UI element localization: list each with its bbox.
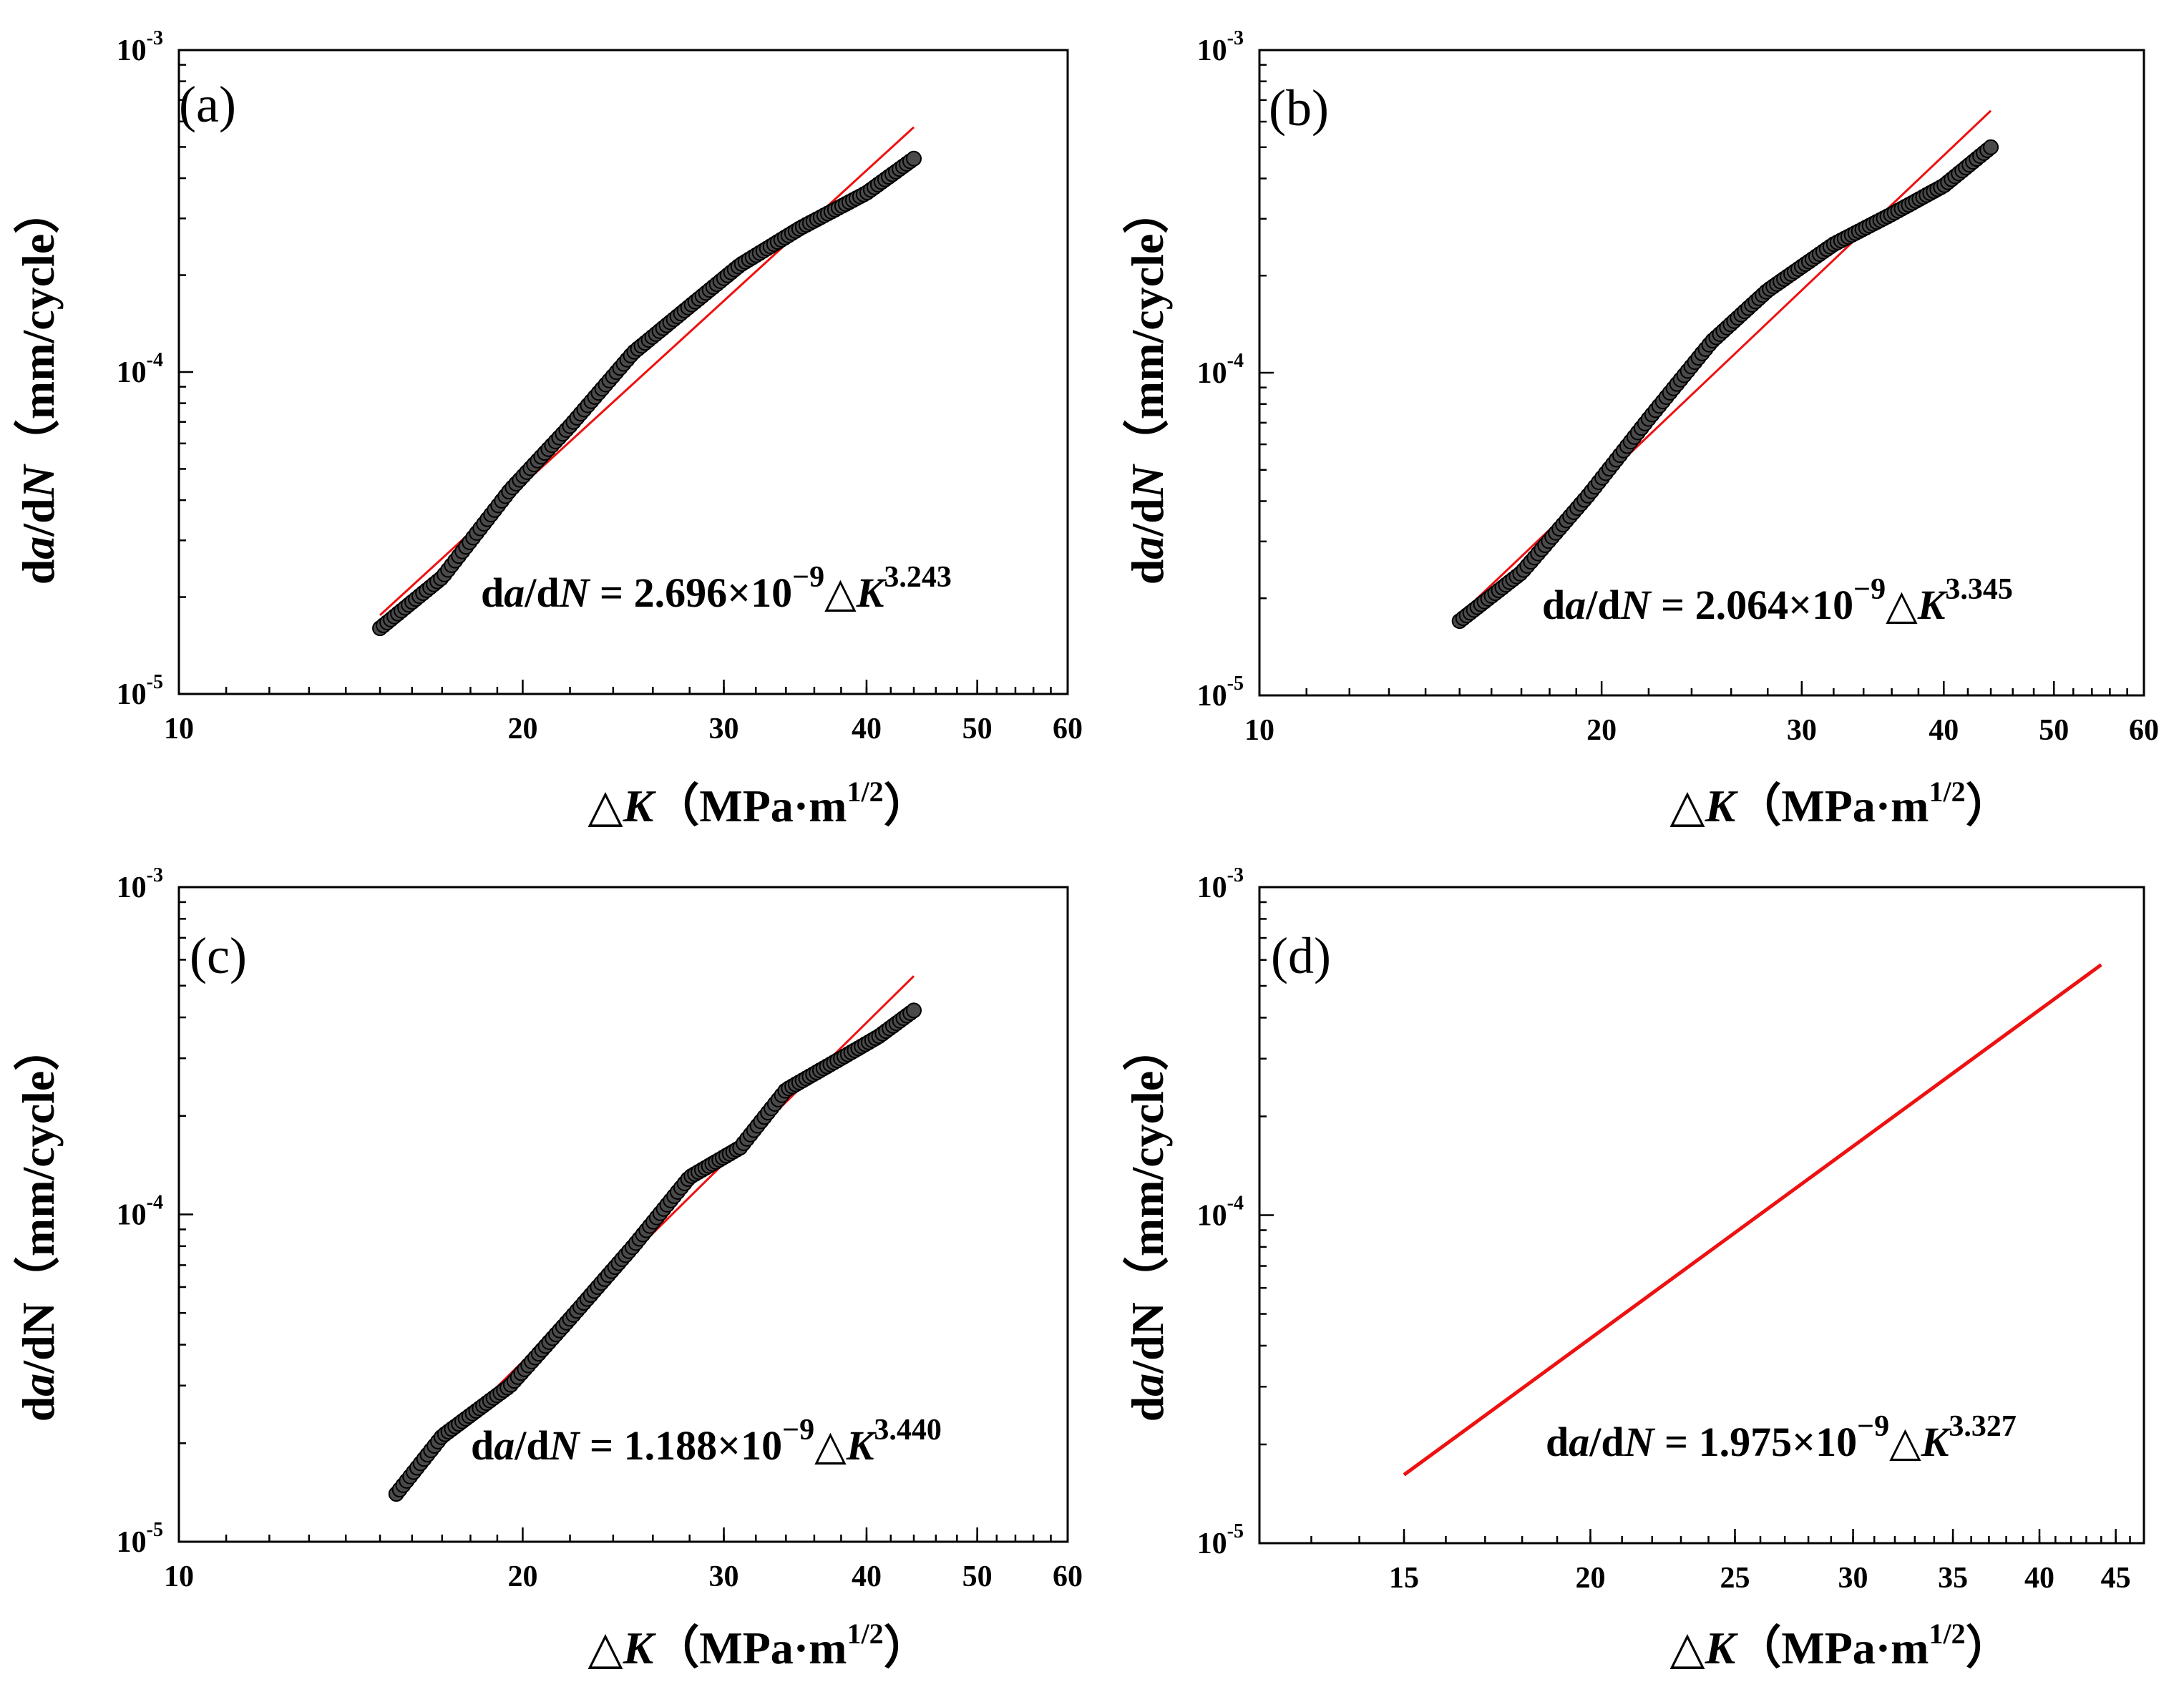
panel-label: (a) bbox=[179, 76, 236, 133]
x-tick-label: 30 bbox=[1787, 714, 1817, 747]
x-axis-title: △K（MPa·m1/2） bbox=[1669, 1618, 2011, 1673]
y-tick-label: 10-5 bbox=[117, 1519, 163, 1559]
fit-line bbox=[1458, 109, 1992, 616]
data-point bbox=[906, 1002, 922, 1019]
x-axis-title: △K（MPa·m1/2） bbox=[588, 776, 929, 831]
x-tick-label: 60 bbox=[2129, 714, 2159, 747]
x-tick-label: 50 bbox=[962, 713, 993, 745]
x-tick-label: 60 bbox=[1053, 1560, 1083, 1593]
y-tick-label: 10-5 bbox=[1197, 673, 1244, 713]
y-tick-label: 10-4 bbox=[117, 1192, 163, 1232]
x-axis-title: △K（MPa·m1/2） bbox=[1669, 776, 2011, 831]
y-tick-label: 10-4 bbox=[1197, 350, 1244, 390]
x-tick-label: 45 bbox=[2101, 1562, 2131, 1595]
y-tick-label: 10-3 bbox=[117, 864, 163, 904]
x-tick-label: 10 bbox=[164, 713, 194, 745]
panel-label: (d) bbox=[1271, 927, 1331, 984]
x-tick-label: 50 bbox=[2039, 714, 2069, 747]
x-tick-label: 40 bbox=[1929, 714, 1959, 747]
fit-line bbox=[1403, 963, 2102, 1477]
x-tick-label: 30 bbox=[709, 713, 739, 745]
fit-equation: da/dN = 2.696×10−9△K3.243 bbox=[481, 561, 952, 616]
x-tick-label: 20 bbox=[507, 713, 537, 745]
panel-label: (b) bbox=[1269, 79, 1329, 137]
x-tick-label: 30 bbox=[1838, 1562, 1868, 1595]
x-tick-label: 60 bbox=[1053, 713, 1083, 745]
y-axis-title: da/dN（mm/cycle） bbox=[1122, 1025, 1173, 1422]
chart-panel-c: 10-5 10-4 10-3 10 20 30 40 50 60 (c) da/dN = 1.188… bbox=[13, 864, 1083, 1673]
y-tick-label: 10-5 bbox=[117, 671, 163, 711]
x-tick-label: 50 bbox=[962, 1560, 993, 1593]
x-tick-label: 25 bbox=[1720, 1562, 1750, 1595]
panel-label: (c) bbox=[190, 927, 247, 984]
x-tick-label: 40 bbox=[2024, 1562, 2054, 1595]
chart-panel-a: 10-5 10-4 10-3 10 20 30 40 50 60 (a) da/dN = 2.696… bbox=[13, 27, 1083, 831]
chart-panel-d: 10-5 10-4 10-3 15 20 25 30 35 40 45 (d) da/dN = 1.9… bbox=[1122, 864, 2145, 1673]
y-tick-label: 10-4 bbox=[1197, 1193, 1244, 1233]
x-tick-label: 40 bbox=[852, 713, 882, 745]
data-point bbox=[906, 150, 922, 167]
y-tick-label: 10-3 bbox=[1197, 27, 1244, 67]
y-tick-label: 10-4 bbox=[117, 349, 163, 389]
x-axis-title: △K（MPa·m1/2） bbox=[588, 1618, 929, 1673]
fit-equation: da/dN = 1.975×10−9△K3.327 bbox=[1546, 1410, 2017, 1465]
y-tick-label: 10-5 bbox=[1197, 1520, 1244, 1560]
x-tick-label: 35 bbox=[1938, 1562, 1968, 1595]
fit-equation: da/dN = 2.064×10−9△K3.345 bbox=[1542, 573, 2013, 628]
x-tick-label: 10 bbox=[1244, 714, 1274, 747]
y-tick-label: 10-3 bbox=[1197, 864, 1244, 904]
x-tick-label: 20 bbox=[1586, 714, 1617, 747]
y-axis-title: da/dN（mm/cycle） bbox=[1122, 188, 1173, 585]
x-tick-label: 30 bbox=[709, 1560, 739, 1593]
chart-panel-b: 10-5 10-4 10-3 10 20 30 40 50 60 (b) da/dN = 2.064… bbox=[1122, 27, 2159, 831]
fit-equation: da/dN = 1.188×10−9△K3.440 bbox=[471, 1414, 942, 1469]
x-tick-label: 40 bbox=[852, 1560, 882, 1593]
y-axis-title: da/dN（mm/cycle） bbox=[13, 1025, 64, 1422]
x-tick-label: 20 bbox=[507, 1560, 537, 1593]
x-tick-label: 20 bbox=[1575, 1562, 1605, 1595]
x-tick-label: 15 bbox=[1389, 1562, 1419, 1595]
y-tick-label: 10-3 bbox=[117, 27, 163, 67]
data-point bbox=[1983, 139, 1999, 155]
x-tick-label: 10 bbox=[164, 1560, 194, 1593]
y-axis-title: da/dN（mm/cycle） bbox=[13, 188, 64, 585]
